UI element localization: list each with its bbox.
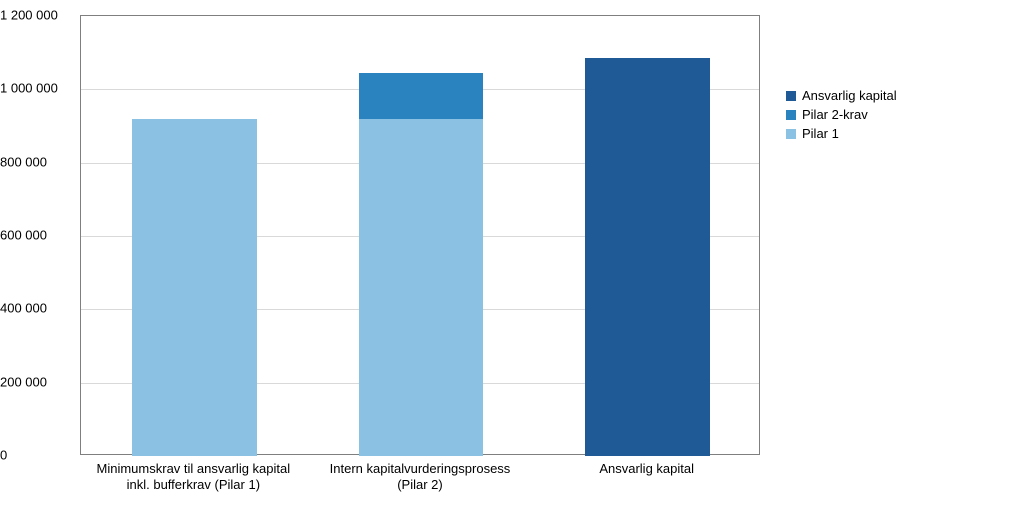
y-tick-label: 200 000: [0, 374, 72, 389]
x-tick-label-line: inkl. bufferkrav (Pilar 1): [80, 477, 307, 493]
x-tick-label: Ansvarlig kapital: [533, 461, 760, 477]
bar-segment: [132, 119, 257, 456]
plot-area: [80, 15, 760, 455]
legend-label: Ansvarlig kapital: [802, 88, 897, 103]
x-tick-label-line: Ansvarlig kapital: [533, 461, 760, 477]
x-tick-label-line: (Pilar 2): [307, 477, 534, 493]
legend-swatch: [786, 91, 796, 101]
legend-swatch: [786, 110, 796, 120]
bar-segment: [359, 73, 484, 119]
y-tick-label: 1 000 000: [0, 81, 72, 96]
x-tick-label-line: Intern kapitalvurderingsprosess: [307, 461, 534, 477]
x-tick-label-line: Minimumskrav til ansvarlig kapital: [80, 461, 307, 477]
y-tick-label: 600 000: [0, 228, 72, 243]
legend-label: Pilar 2-krav: [802, 107, 868, 122]
legend-item: Pilar 2-krav: [786, 107, 897, 122]
x-tick-label: Minimumskrav til ansvarlig kapitalinkl. …: [80, 461, 307, 492]
bar-segment: [585, 58, 710, 456]
bar-segment: [359, 119, 484, 456]
capital-bar-chart: 0 200 000 400 000 600 000 800 000 1 000 000 1 …: [0, 0, 1023, 521]
y-tick-label: 0: [0, 448, 72, 463]
legend-item: Ansvarlig kapital: [786, 88, 897, 103]
legend-swatch: [786, 129, 796, 139]
x-tick-label: Intern kapitalvurderingsprosess(Pilar 2): [307, 461, 534, 492]
y-tick-label: 1 200 000: [0, 8, 72, 23]
y-tick-label: 400 000: [0, 301, 72, 316]
legend-item: Pilar 1: [786, 126, 897, 141]
legend-label: Pilar 1: [802, 126, 839, 141]
y-axis-labels: 0200 000400 000600 000800 0001 000 0001 …: [0, 15, 72, 455]
y-tick-label: 800 000: [0, 154, 72, 169]
legend: Ansvarlig kapital Pilar 2-krav Pilar 1: [786, 88, 897, 145]
